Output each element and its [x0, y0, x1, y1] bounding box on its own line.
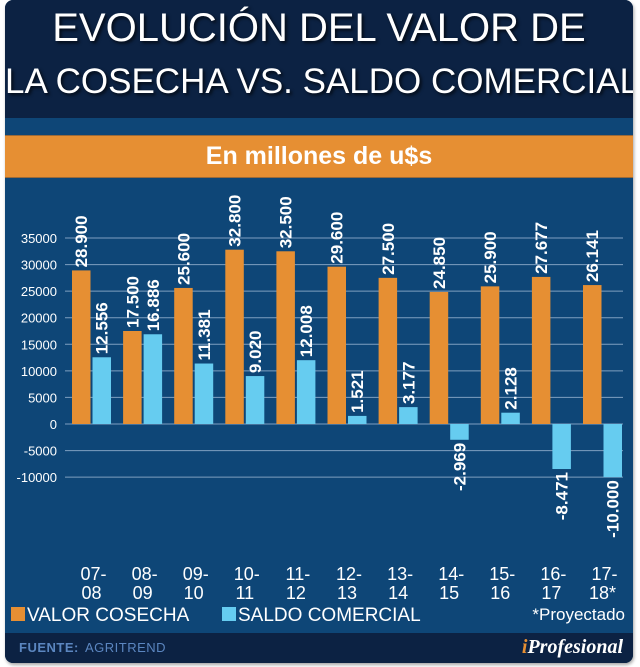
title-line-1: EVOLUCIÓN DEL VALOR DE [52, 6, 586, 50]
y-tick-label: 20000 [21, 311, 57, 326]
x-tick-label: 12 [286, 583, 306, 603]
y-tick-label: 0 [50, 417, 57, 432]
y-tick-label: 30000 [21, 258, 57, 273]
bar-valor-cosecha [378, 277, 398, 424]
y-tick-label: -10000 [17, 470, 57, 485]
subtitle: En millones de u$s [205, 142, 433, 170]
data-label: -2.969 [450, 443, 469, 491]
bar-saldo-comercial [603, 424, 622, 478]
y-tick-label: 15000 [21, 337, 57, 352]
legend-item-valor-cosecha: VALOR COSECHA [11, 605, 189, 627]
bar-valor-cosecha [123, 331, 142, 424]
brand-name: Profesional [527, 636, 623, 658]
legend-swatch-valor-cosecha [11, 607, 25, 621]
title-line-2: LA COSECHA VS. SALDO COMERCIAL [5, 62, 633, 101]
bar-saldo-comercial [552, 424, 571, 470]
x-tick-label: 09- [183, 564, 209, 584]
data-label: 28.900 [72, 215, 91, 267]
data-label: 25.900 [481, 231, 500, 283]
data-label: 26.141 [583, 230, 602, 282]
bar-saldo-comercial [450, 424, 469, 440]
x-tick-label: 18* [589, 583, 616, 603]
data-label: 17.500 [123, 276, 142, 328]
data-label: 3.177 [399, 362, 418, 405]
x-tick-label: 10 [184, 583, 204, 603]
data-label: 25.600 [174, 233, 193, 285]
data-label: 2.128 [502, 367, 521, 410]
bar-valor-cosecha [174, 287, 193, 424]
x-tick-label: 12- [336, 564, 362, 584]
x-tick-label: 13 [337, 583, 357, 603]
brand-logo: iProfesional [522, 636, 623, 659]
bar-saldo-comercial [194, 363, 214, 424]
data-label: 11.381 [195, 309, 214, 360]
x-tick-label: 07- [80, 564, 106, 584]
bar-valor-cosecha [276, 251, 295, 424]
bar-valor-cosecha [583, 285, 602, 424]
bar-valor-cosecha [429, 291, 449, 424]
legend-item-saldo-comercial: SALDO COMERCIAL [222, 605, 421, 627]
x-tick-label: 13- [387, 564, 413, 584]
x-tick-label: 14 [388, 583, 408, 603]
bar-saldo-comercial [143, 334, 163, 424]
data-label: 27.677 [532, 222, 551, 274]
data-label: 32.800 [226, 195, 245, 247]
x-tick-label: 11- [286, 564, 311, 584]
x-tick-label: 17- [591, 564, 617, 584]
data-label: 29.600 [328, 212, 347, 264]
data-label: 24.850 [430, 237, 449, 289]
data-label: 12.556 [93, 302, 112, 354]
bar-saldo-comercial [92, 357, 111, 424]
x-tick-label: 15- [489, 564, 515, 584]
legend-label: VALOR COSECHA [27, 605, 190, 626]
brand-accent: i [521, 636, 528, 658]
header: EVOLUCIÓN DEL VALOR DE LA COSECHA VS. SA… [5, 0, 633, 118]
infographic-frame: EVOLUCIÓN DEL VALOR DE LA COSECHA VS. SA… [5, 0, 633, 663]
legend-swatch-saldo-comercial [222, 607, 236, 621]
source-value: AGRITREND [85, 640, 167, 655]
source-label: FUENTE: [19, 640, 79, 655]
bar-valor-cosecha [480, 286, 500, 424]
x-tick-label: 09 [133, 583, 153, 603]
bar-valor-cosecha [225, 249, 244, 424]
bar-saldo-comercial [501, 412, 520, 424]
data-label: 27.500 [379, 223, 398, 275]
x-tick-label: 14- [438, 564, 464, 584]
legend: VALOR COSECHA SALDO COMERCIAL *Proyectad… [11, 605, 631, 631]
subtitle-bar: En millones de u$s [5, 135, 633, 178]
data-label: -8.471 [553, 472, 572, 520]
y-tick-label: 35000 [21, 231, 57, 246]
bar-saldo-comercial [399, 407, 418, 424]
bar-saldo-comercial [245, 376, 265, 424]
y-tick-label: 25000 [21, 284, 57, 299]
bar-valor-cosecha [531, 276, 551, 424]
x-tick-label: 08- [132, 564, 158, 584]
y-tick-label: -5000 [24, 444, 57, 459]
data-label: 32.500 [277, 196, 296, 248]
data-label: 16.886 [144, 279, 163, 331]
x-tick-label: 15 [439, 583, 459, 603]
bar-saldo-comercial [296, 360, 316, 424]
data-label: 1.521 [348, 370, 367, 413]
x-tick-label: 08 [81, 583, 101, 603]
x-tick-label: 16- [540, 564, 566, 584]
x-tick-label: 10- [234, 564, 260, 584]
data-label: -10.000 [604, 480, 623, 538]
bar-saldo-comercial [348, 415, 367, 424]
bar-valor-cosecha [327, 266, 346, 424]
projected-note: *Proyectado [532, 605, 625, 624]
x-tick-label: 17 [541, 583, 561, 603]
legend-label: SALDO COMERCIAL [238, 605, 421, 626]
bar-valor-cosecha [72, 270, 91, 424]
y-tick-label: 5000 [28, 390, 57, 405]
x-tick-label: 11 [235, 583, 254, 603]
y-tick-label: 10000 [21, 364, 57, 379]
x-tick-label: 16 [490, 583, 510, 603]
footer: FUENTE: AGRITREND iProfesional [5, 633, 633, 663]
data-label: 9.020 [246, 331, 265, 374]
data-label: 12.008 [297, 305, 316, 357]
